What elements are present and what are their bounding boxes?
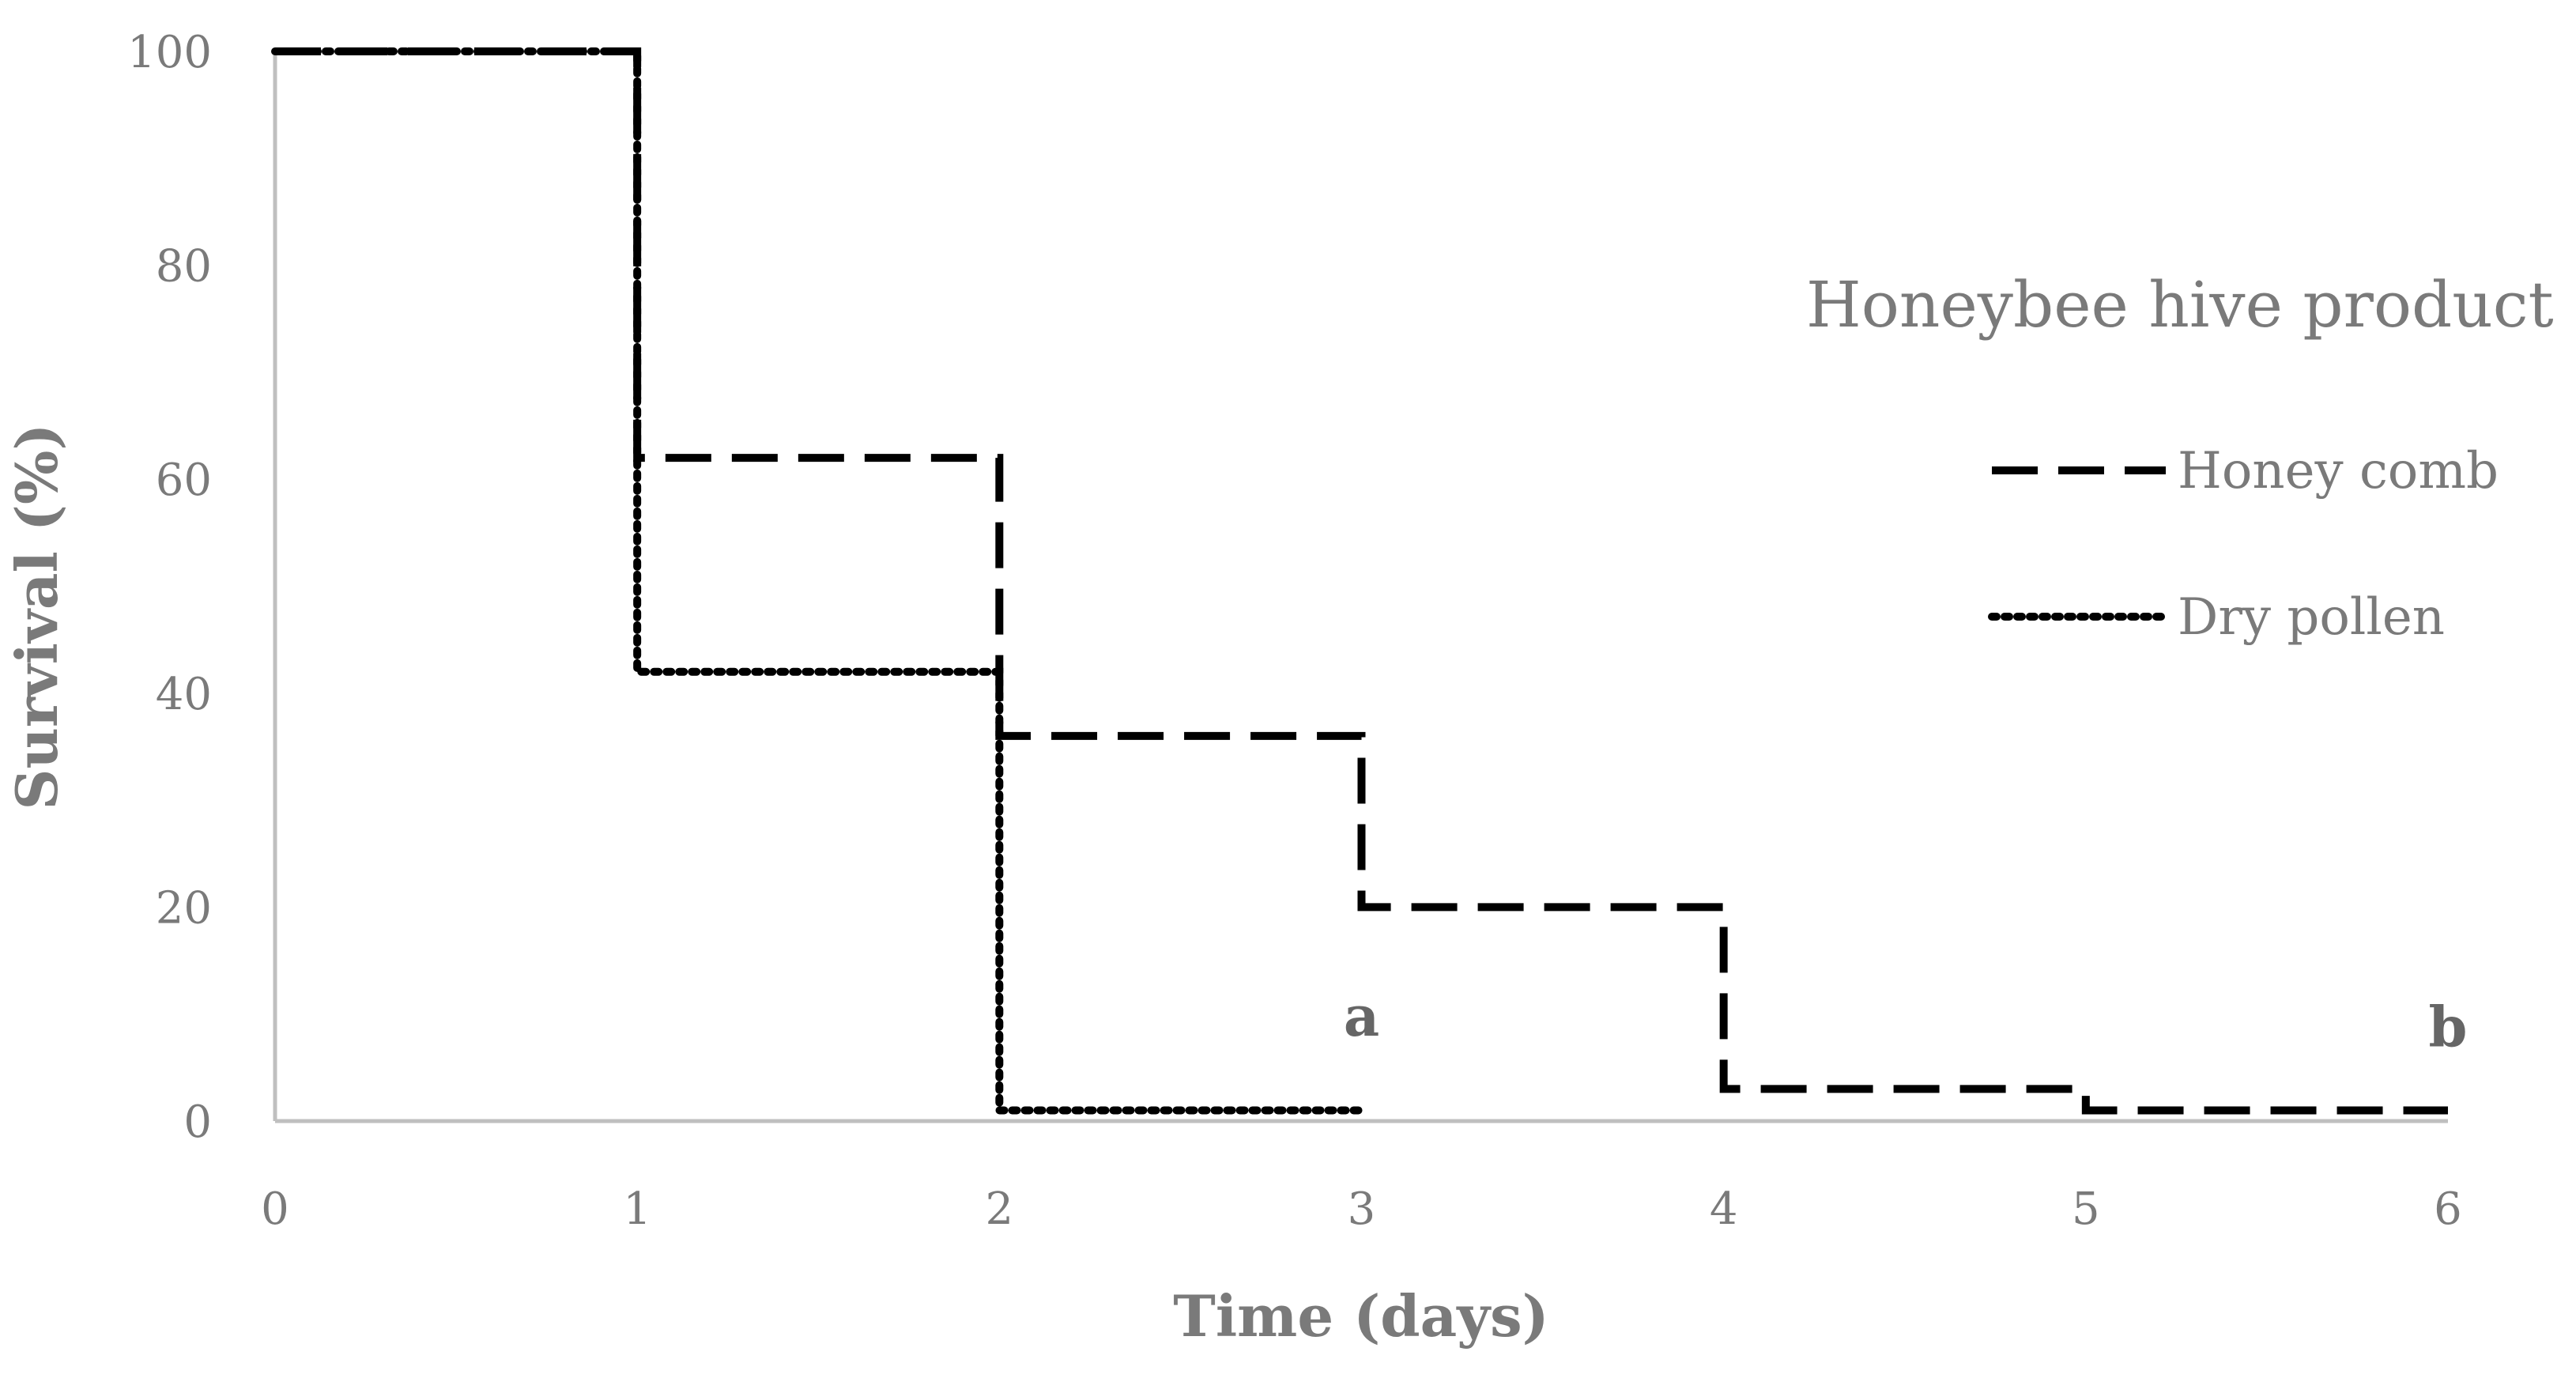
x-tick-label: 3 xyxy=(1348,1184,1376,1235)
y-tick-label: 100 xyxy=(127,27,212,78)
x-tick-label: 2 xyxy=(986,1184,1014,1235)
series-layer xyxy=(271,47,2448,1115)
y-tick-label: 20 xyxy=(156,882,212,934)
legend: Honeybee hive product Honey comb Dry pol… xyxy=(1806,268,2554,647)
x-tick-label: 5 xyxy=(2072,1184,2100,1235)
legend-title: Honeybee hive product xyxy=(1806,268,2554,342)
y-tick-label: 0 xyxy=(183,1097,212,1148)
series-line-dry-pollen xyxy=(271,47,1366,1115)
y-axis-title: Survival (%) xyxy=(3,424,70,810)
annotation-label: a xyxy=(1344,983,1379,1049)
y-tick-label: 80 xyxy=(156,241,212,293)
series-line-honey-comb xyxy=(275,47,2448,1115)
x-tick-label: 4 xyxy=(1710,1184,1738,1235)
legend-label-dry-pollen: Dry pollen xyxy=(2178,588,2445,647)
x-tick-label: 6 xyxy=(2434,1184,2462,1235)
y-tick-label: 40 xyxy=(156,669,212,720)
legend-label-honey-comb: Honey comb xyxy=(2178,442,2499,500)
x-axis-title: Time (days) xyxy=(1173,1282,1549,1350)
annotation-label: b xyxy=(2429,994,2468,1059)
x-tick-label: 0 xyxy=(261,1184,289,1235)
x-tick-label: 1 xyxy=(623,1184,651,1235)
y-tick-label: 60 xyxy=(156,455,212,506)
